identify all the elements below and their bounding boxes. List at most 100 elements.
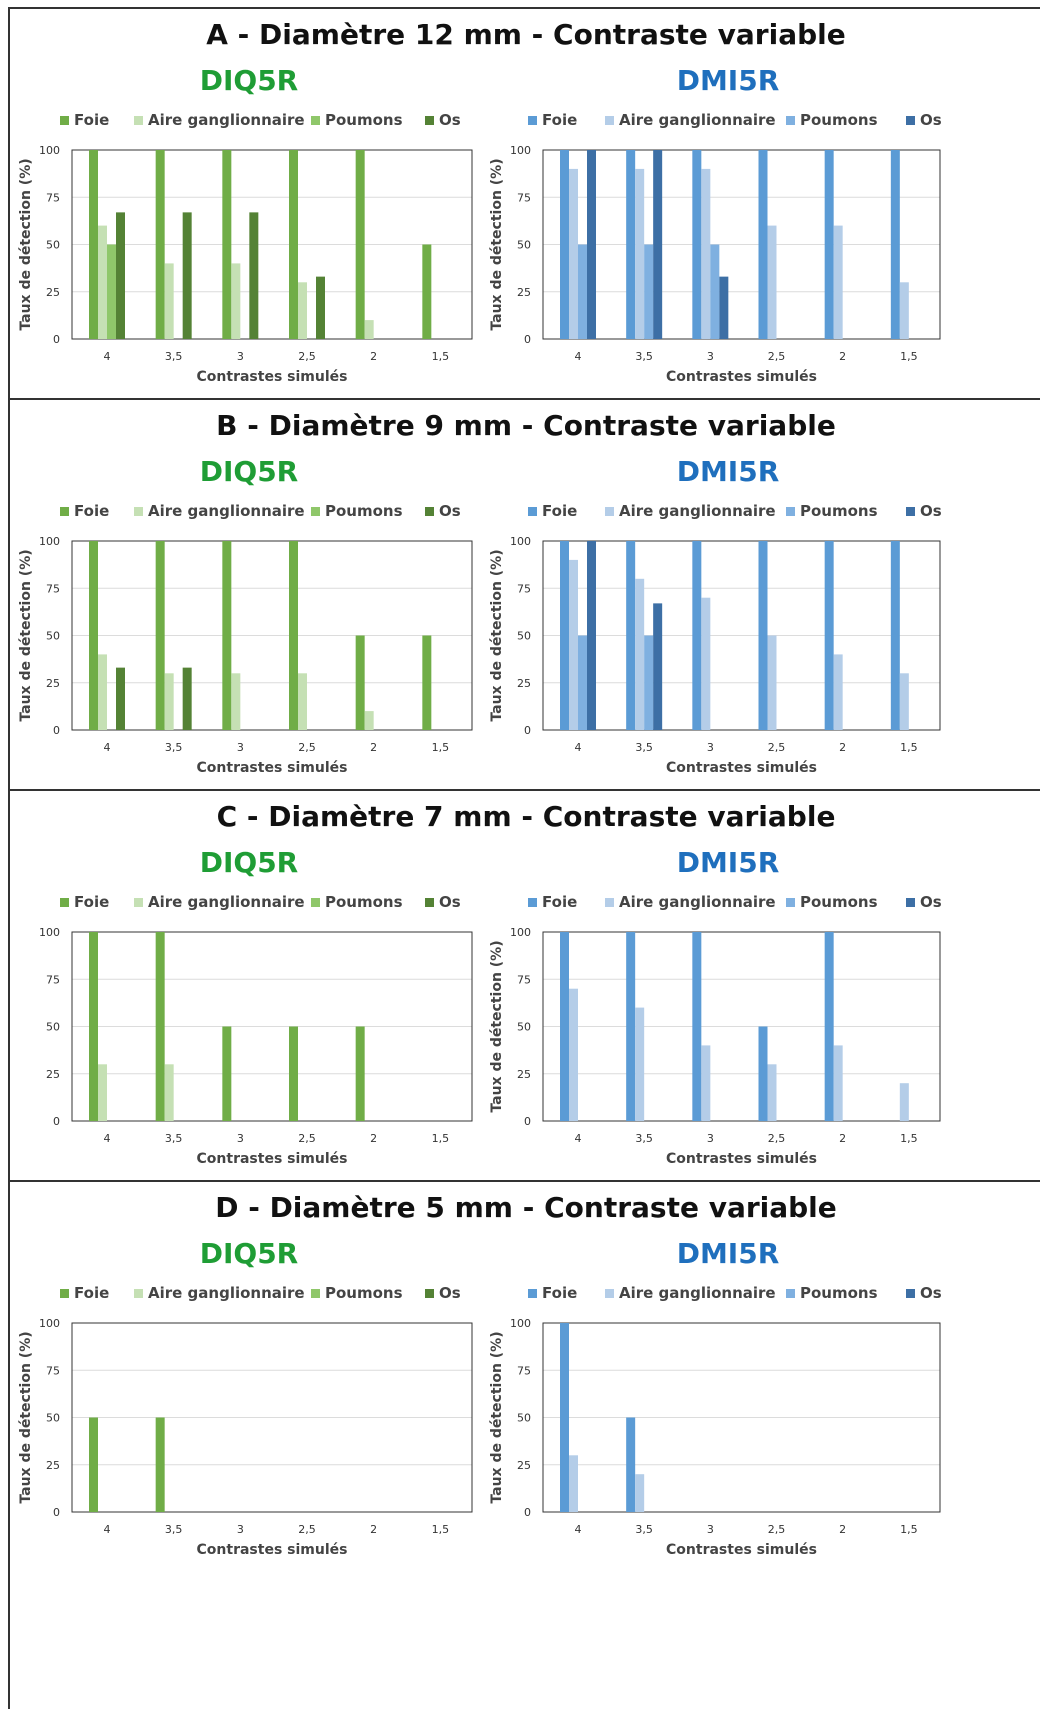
- x-tick-label: 3,5: [635, 741, 653, 754]
- bar: [560, 932, 569, 1121]
- bar: [578, 635, 587, 730]
- chart-c-dmi: 0 25 50 75 100 4 3,5 3 2,5 2 1,5 Contrastes simulés…: [489, 893, 942, 1167]
- legend-label: Foie: [542, 111, 577, 129]
- legend-label: Os: [920, 111, 942, 129]
- chart-b-diq-subtitle: DIQ5R: [199, 455, 299, 488]
- y-tick-label: 75: [517, 191, 531, 204]
- bar: [316, 276, 325, 339]
- bar: [569, 1455, 578, 1512]
- legend-label: Aire ganglionnaire: [619, 502, 776, 520]
- y-tick-label: 25: [517, 286, 531, 299]
- bar: [289, 150, 298, 339]
- bar: [164, 263, 174, 339]
- bar: [626, 932, 636, 1121]
- x-axis-title: Contrastes simulés: [666, 369, 817, 385]
- chart-a-diq-subtitle: DIQ5R: [199, 64, 299, 97]
- legend-swatch: [60, 898, 69, 907]
- legend-label: Aire ganglionnaire: [148, 502, 305, 520]
- chart-d-diq-subtitle: DIQ5R: [199, 1237, 299, 1270]
- bar: [116, 667, 125, 730]
- bar: [701, 597, 711, 730]
- x-tick-label: 1,5: [432, 1523, 450, 1536]
- y-tick-label: 75: [517, 582, 531, 595]
- y-axis-title: Taux de détection (%): [489, 158, 505, 330]
- bar: [701, 1045, 711, 1121]
- x-tick-label: 3,5: [165, 350, 183, 363]
- bar: [758, 1026, 768, 1121]
- y-tick-label: 100: [510, 535, 531, 548]
- legend-swatch: [311, 898, 320, 907]
- x-tick-label: 3: [707, 350, 714, 363]
- legend-label: Poumons: [800, 1284, 878, 1302]
- x-tick-label: 3,5: [165, 1523, 183, 1536]
- legend-label: Foie: [74, 502, 109, 520]
- legend-swatch: [786, 898, 795, 907]
- x-tick-label: 1,5: [900, 1523, 918, 1536]
- x-axis-title: Contrastes simulés: [197, 1542, 348, 1558]
- chart-a-dmi: 0 25 50 75 100 4 3,5 3 2,5 2 1,5 Contrastes simulés…: [489, 111, 942, 385]
- legend-swatch: [605, 898, 614, 907]
- bar: [155, 541, 165, 730]
- bar: [767, 635, 777, 730]
- x-axis-title: Contrastes simulés: [197, 1151, 348, 1167]
- legend-swatch: [425, 507, 434, 516]
- x-tick-label: 4: [104, 1132, 111, 1145]
- x-tick-label: 3,5: [165, 1132, 183, 1145]
- chart-b-dmi-subtitle: DMI5R: [676, 455, 780, 488]
- legend-label: Poumons: [325, 502, 403, 520]
- legend-label: Poumons: [800, 111, 878, 129]
- legend-swatch: [60, 1289, 69, 1298]
- legend-swatch: [786, 1289, 795, 1298]
- bar: [767, 225, 777, 339]
- bar: [899, 673, 909, 730]
- legend-label: Foie: [542, 502, 577, 520]
- bar: [560, 150, 569, 339]
- bar: [222, 541, 232, 730]
- bar: [578, 244, 587, 339]
- y-tick-label: 0: [524, 1506, 531, 1519]
- x-tick-label: 3: [237, 350, 244, 363]
- bar: [155, 1417, 165, 1512]
- legend-swatch: [134, 116, 143, 125]
- bar: [635, 1474, 645, 1512]
- x-tick-label: 1,5: [432, 350, 450, 363]
- x-tick-label: 2: [370, 1132, 377, 1145]
- y-tick-label: 0: [524, 1115, 531, 1128]
- chart-d-diq: 0 25 50 75 100 4 3,5 3 2,5 2 1,5 Contrastes simulés…: [18, 1284, 473, 1558]
- y-tick-label: 100: [39, 1317, 60, 1330]
- bar: [560, 1323, 569, 1512]
- bar: [824, 150, 834, 339]
- y-tick-label: 25: [46, 1459, 60, 1472]
- bar: [719, 276, 729, 339]
- bar: [758, 150, 768, 339]
- chart-a-dmi-subtitle: DMI5R: [676, 64, 780, 97]
- bar: [89, 932, 98, 1121]
- bar: [587, 541, 596, 730]
- bar: [899, 1083, 909, 1121]
- y-tick-label: 0: [53, 333, 60, 346]
- y-axis-title: Taux de détection (%): [489, 549, 505, 721]
- legend-swatch: [605, 507, 614, 516]
- bar: [890, 541, 900, 730]
- plot-frame: [71, 149, 473, 340]
- y-axis-title: Taux de détection (%): [18, 549, 34, 721]
- x-tick-label: 3: [707, 1523, 714, 1536]
- bar: [758, 541, 768, 730]
- bar: [289, 541, 298, 730]
- y-tick-label: 25: [46, 677, 60, 690]
- x-tick-label: 2,5: [298, 741, 316, 754]
- legend-label: Foie: [74, 893, 109, 911]
- bar: [98, 225, 107, 339]
- panel-separator: [10, 789, 1040, 791]
- legend-label: Os: [920, 893, 942, 911]
- legend-label: Poumons: [800, 893, 878, 911]
- bar: [644, 244, 654, 339]
- legend-swatch: [906, 898, 915, 907]
- y-tick-label: 50: [517, 1021, 531, 1034]
- x-tick-label: 1,5: [432, 741, 450, 754]
- x-axis-title: Contrastes simulés: [197, 760, 348, 776]
- x-tick-label: 2: [370, 741, 377, 754]
- x-tick-label: 2: [370, 350, 377, 363]
- legend-swatch: [906, 116, 915, 125]
- y-tick-label: 50: [46, 630, 60, 643]
